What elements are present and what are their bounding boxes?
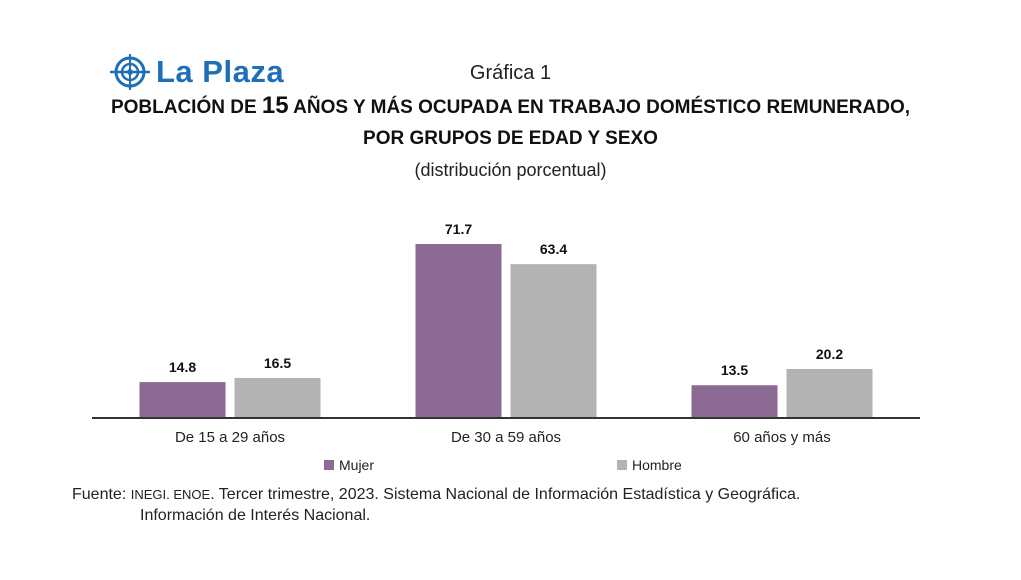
data-label-hombre-2: 20.2 <box>816 346 843 362</box>
category-label-1: De 30 a 59 años <box>451 429 561 446</box>
category-label-0: De 15 a 29 años <box>175 429 285 446</box>
bar-mujer-2 <box>691 385 778 418</box>
legend: Mujer Hombre <box>0 457 1021 477</box>
legend-swatch-mujer <box>324 460 334 470</box>
bar-mujer-0 <box>139 382 226 418</box>
title-post: AÑOS Y MÁS OCUPADA EN TRABAJO DOMÉSTICO … <box>288 97 911 118</box>
bar-mujer-1 <box>415 244 502 418</box>
data-label-hombre-0: 16.5 <box>264 355 291 371</box>
legend-item-mujer: Mujer <box>324 457 374 473</box>
logo: La Plaza <box>108 52 284 92</box>
globe-target-icon <box>110 54 150 90</box>
logo-text: La Plaza <box>156 54 285 89</box>
title-number: 15 <box>261 92 289 119</box>
legend-label-mujer: Mujer <box>339 457 375 473</box>
data-label-mujer-0: 14.8 <box>169 359 196 375</box>
source-org: INEGI. ENOE <box>130 487 211 502</box>
legend-label-hombre: Hombre <box>632 457 682 473</box>
source-note: Fuente: INEGI. ENOE. Tercer trimestre, 2… <box>72 484 800 526</box>
chart-label: Gráfica 1 <box>469 62 552 84</box>
chart-title-line1: POBLACIÓN DE 15 AÑOS Y MÁS OCUPADA EN TR… <box>0 92 1021 120</box>
bar-hombre-0 <box>234 377 321 418</box>
category-label-2: 60 años y más <box>733 429 831 446</box>
data-label-hombre-1: 63.4 <box>540 241 567 257</box>
bar-hombre-1 <box>510 264 597 418</box>
chart-title-line2: POR GRUPOS DE EDAD Y SEXO <box>363 128 658 149</box>
chart-subtitle: (distribución porcentual) <box>414 160 607 180</box>
source-label: Fuente: <box>72 486 127 503</box>
legend-swatch-hombre <box>617 460 627 470</box>
legend-item-hombre: Hombre <box>617 457 682 473</box>
data-label-mujer-1: 71.7 <box>445 221 472 237</box>
source-line2: Información de Interés Nacional. <box>140 507 371 524</box>
data-label-mujer-2: 13.5 <box>721 362 748 378</box>
bar-hombre-2 <box>786 368 873 418</box>
title-pre: POBLACIÓN DE <box>110 97 262 118</box>
source-text: . Tercer trimestre, 2023. Sistema Nacion… <box>210 486 801 503</box>
